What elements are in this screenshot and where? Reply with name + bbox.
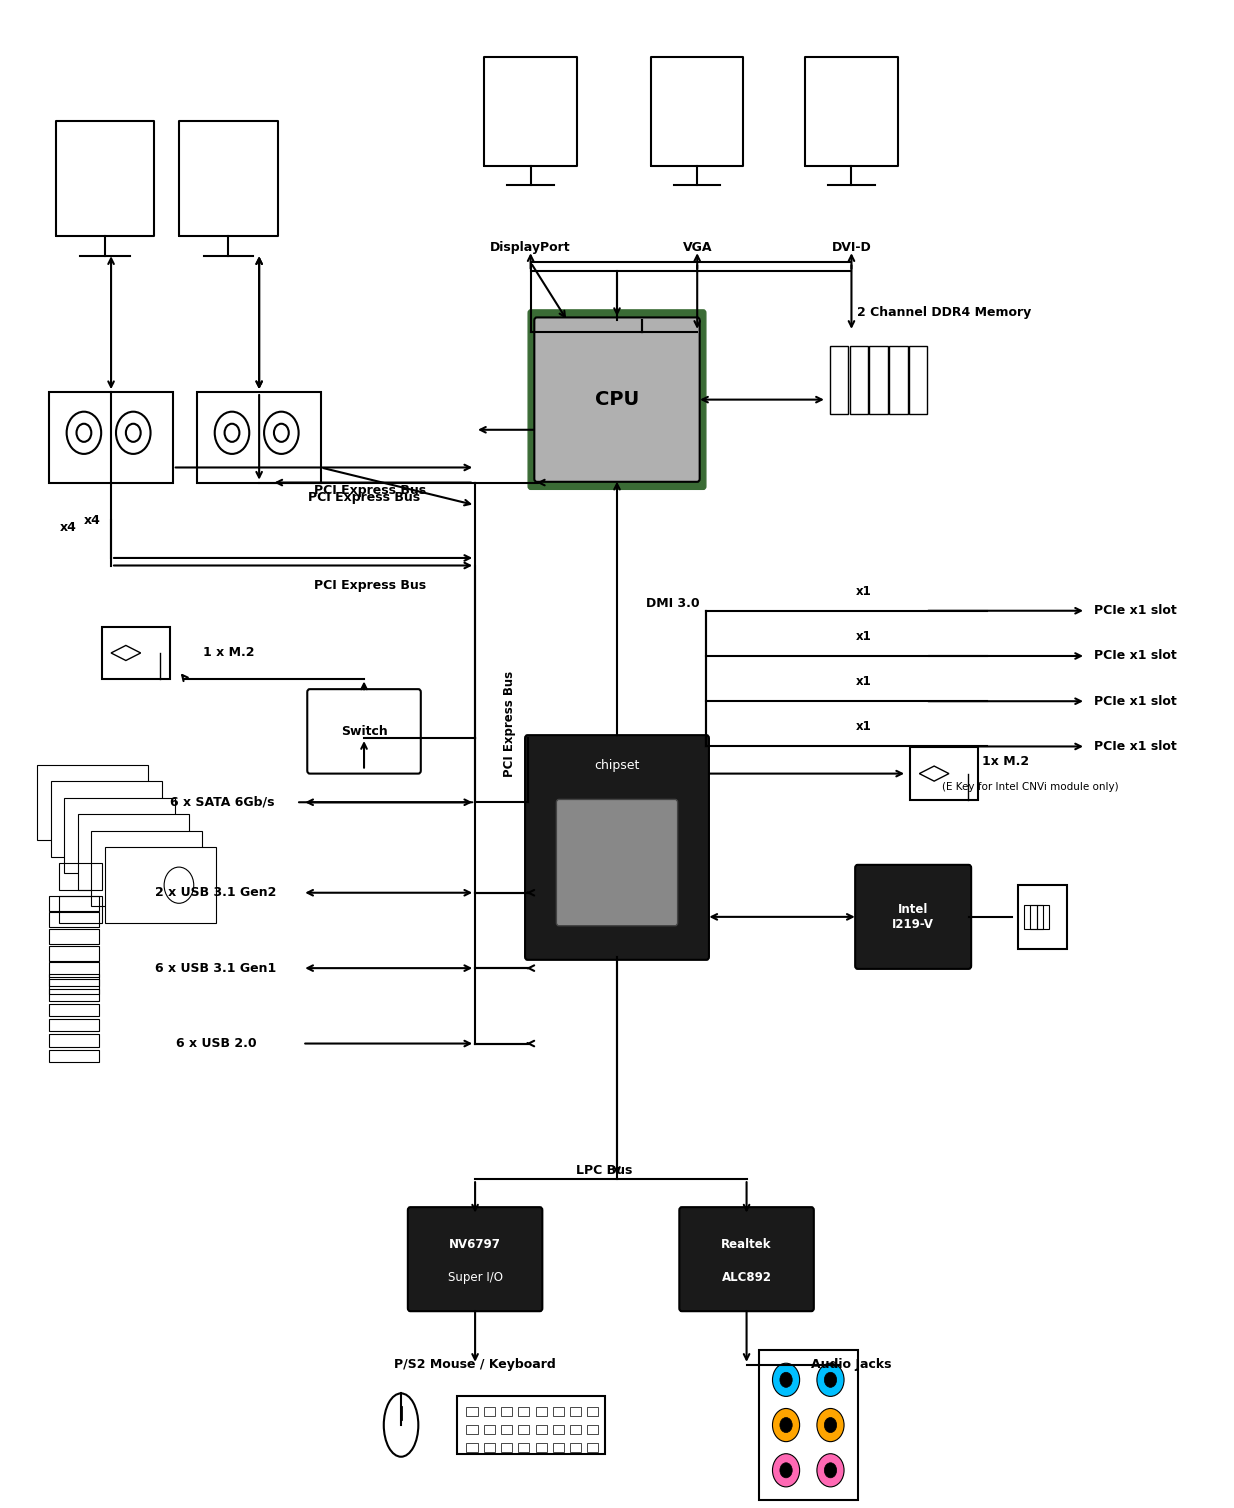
- Text: P/S2 Mouse / Keyboard: P/S2 Mouse / Keyboard: [394, 1359, 557, 1371]
- Text: PCI Express Bus: PCI Express Bus: [503, 671, 516, 777]
- Text: LPC Bus: LPC Bus: [576, 1164, 633, 1176]
- Polygon shape: [91, 831, 202, 906]
- Polygon shape: [51, 781, 162, 857]
- Text: x1: x1: [856, 585, 871, 597]
- Polygon shape: [186, 130, 270, 228]
- Text: DisplayPort: DisplayPort: [490, 241, 571, 253]
- Polygon shape: [64, 798, 175, 873]
- FancyBboxPatch shape: [557, 799, 677, 926]
- Text: Realtek: Realtek: [722, 1238, 771, 1250]
- Polygon shape: [659, 65, 735, 157]
- Text: PCIe x1 slot: PCIe x1 slot: [1093, 695, 1177, 707]
- FancyBboxPatch shape: [534, 318, 700, 483]
- Text: x4: x4: [59, 522, 77, 534]
- Text: PCIe x1 slot: PCIe x1 slot: [1093, 605, 1177, 617]
- Text: x1: x1: [856, 721, 871, 733]
- Text: 6 x USB 3.1 Gen1: 6 x USB 3.1 Gen1: [155, 962, 276, 974]
- Text: x4: x4: [84, 514, 101, 526]
- Circle shape: [772, 1454, 800, 1487]
- Circle shape: [772, 1408, 800, 1442]
- Circle shape: [780, 1372, 792, 1387]
- FancyBboxPatch shape: [307, 689, 421, 774]
- Text: chipset: chipset: [595, 759, 639, 772]
- Text: DMI 3.0: DMI 3.0: [645, 597, 700, 609]
- Circle shape: [824, 1418, 837, 1433]
- Text: DVI-D: DVI-D: [832, 241, 871, 253]
- Circle shape: [824, 1463, 837, 1478]
- Polygon shape: [63, 130, 147, 228]
- FancyBboxPatch shape: [526, 736, 708, 961]
- Text: (E Key for Intel CNVi module only): (E Key for Intel CNVi module only): [942, 783, 1119, 792]
- Text: 6 x USB 2.0: 6 x USB 2.0: [175, 1038, 257, 1050]
- Circle shape: [824, 1372, 837, 1387]
- Text: x1: x1: [856, 630, 871, 642]
- Circle shape: [772, 1363, 800, 1396]
- Text: PCI Express Bus: PCI Express Bus: [315, 579, 426, 591]
- Text: Audio Jacks: Audio Jacks: [811, 1359, 892, 1371]
- Text: Switch: Switch: [341, 725, 387, 737]
- Text: PCI Express Bus: PCI Express Bus: [315, 484, 426, 496]
- Text: x1: x1: [856, 676, 871, 688]
- Text: Super I/O: Super I/O: [448, 1271, 502, 1283]
- Polygon shape: [491, 65, 569, 157]
- Text: 1 x M.2: 1 x M.2: [202, 647, 254, 659]
- FancyBboxPatch shape: [679, 1206, 814, 1310]
- Polygon shape: [105, 847, 216, 923]
- Circle shape: [817, 1408, 844, 1442]
- Text: 2 x USB 3.1 Gen2: 2 x USB 3.1 Gen2: [155, 887, 276, 899]
- Polygon shape: [78, 814, 189, 890]
- Polygon shape: [812, 65, 890, 157]
- Text: NV6797: NV6797: [449, 1238, 501, 1250]
- Circle shape: [780, 1418, 792, 1433]
- Circle shape: [780, 1463, 792, 1478]
- Text: PCIe x1 slot: PCIe x1 slot: [1093, 650, 1177, 662]
- Circle shape: [817, 1454, 844, 1487]
- Text: Intel
I219-V: Intel I219-V: [892, 903, 934, 930]
- Text: CPU: CPU: [595, 391, 639, 409]
- Text: ALC892: ALC892: [722, 1271, 771, 1283]
- Circle shape: [817, 1363, 844, 1396]
- Text: VGA: VGA: [682, 241, 712, 253]
- FancyBboxPatch shape: [855, 866, 971, 970]
- Polygon shape: [37, 765, 148, 840]
- Text: PCI Express Bus: PCI Express Bus: [308, 492, 420, 504]
- FancyBboxPatch shape: [407, 1206, 542, 1310]
- Text: 6 x SATA 6Gb/s: 6 x SATA 6Gb/s: [170, 796, 274, 808]
- Text: PCIe x1 slot: PCIe x1 slot: [1093, 740, 1177, 752]
- FancyBboxPatch shape: [528, 311, 706, 489]
- Text: 1x M.2: 1x M.2: [982, 756, 1029, 768]
- Text: 2 Channel DDR4 Memory: 2 Channel DDR4 Memory: [856, 306, 1032, 318]
